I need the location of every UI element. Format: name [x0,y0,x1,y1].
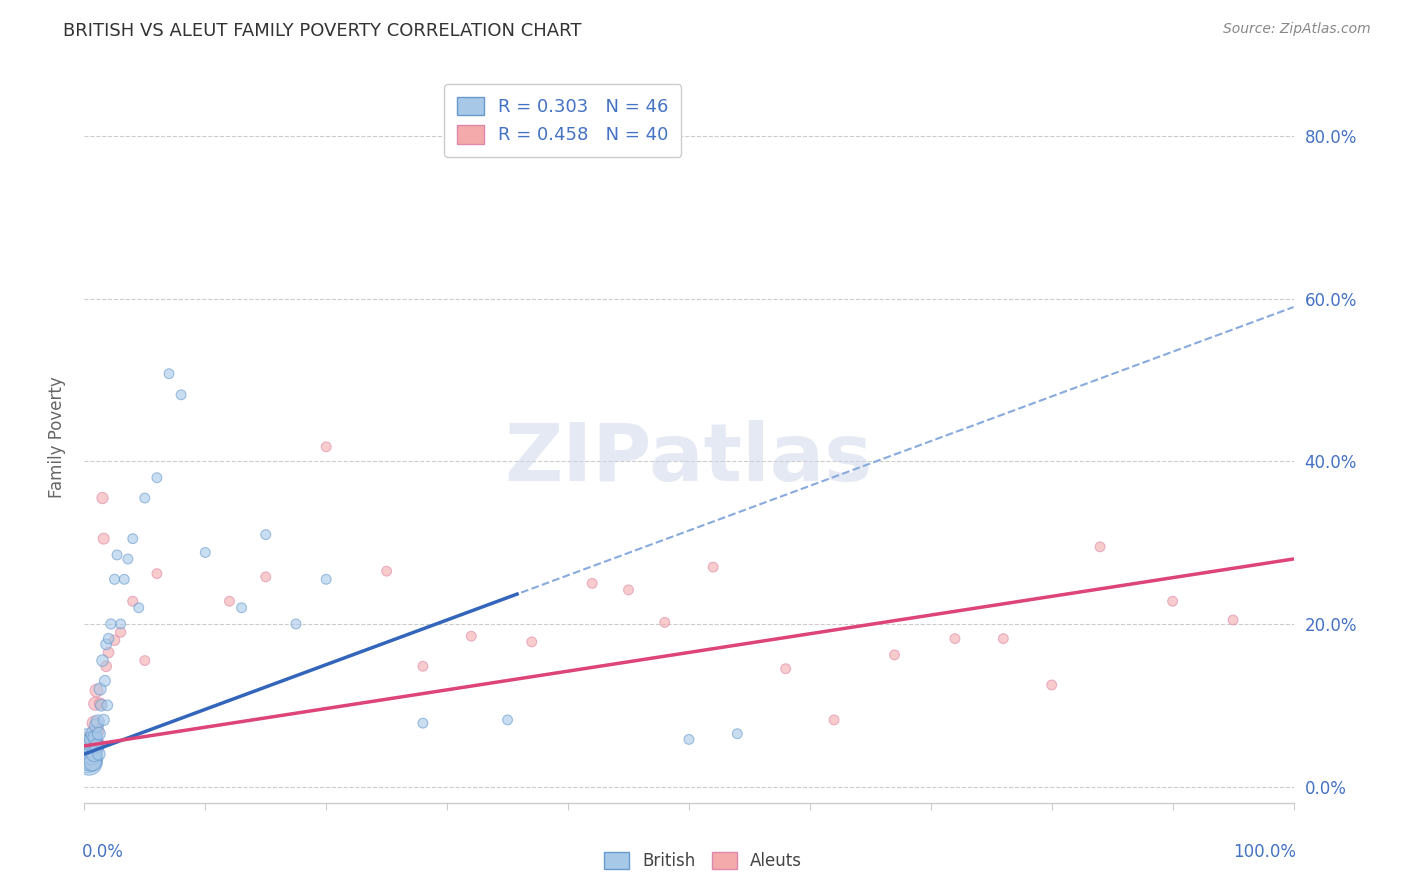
Point [1161,594,1184,608]
Point [993,632,1015,646]
Point [146,566,169,581]
Point [496,713,519,727]
Point [412,659,434,673]
Point [194,545,217,559]
Point [89,697,111,711]
Point [97,645,120,659]
Point [375,564,398,578]
Point [97,632,120,646]
Y-axis label: Family Poverty: Family Poverty [48,376,66,498]
Legend: R = 0.303   N = 46, R = 0.458   N = 40: R = 0.303 N = 46, R = 0.458 N = 40 [444,84,682,157]
Point [83,747,105,761]
Text: BRITISH VS ALEUT FAMILY POVERTY CORRELATION CHART: BRITISH VS ALEUT FAMILY POVERTY CORRELAT… [63,22,582,40]
Point [82,732,104,747]
Legend: British, Aleuts: British, Aleuts [598,845,808,877]
Text: Source: ZipAtlas.com: Source: ZipAtlas.com [1223,22,1371,37]
Text: ZIPatlas: ZIPatlas [505,420,873,498]
Point [80,754,103,768]
Point [110,617,132,632]
Point [94,659,117,673]
Point [77,751,100,765]
Point [315,572,337,586]
Point [76,739,98,753]
Point [96,698,118,713]
Point [520,635,543,649]
Point [86,714,108,729]
Point [84,697,107,711]
Point [79,754,101,768]
Point [128,600,150,615]
Point [117,552,139,566]
Point [134,491,156,505]
Point [86,683,108,698]
Point [83,716,105,731]
Point [883,648,905,662]
Point [91,654,114,668]
Point [943,632,966,646]
Point [121,532,143,546]
Point [581,576,603,591]
Point [89,681,111,696]
Point [231,600,253,615]
Point [121,594,143,608]
Point [702,560,724,574]
Point [77,746,100,760]
Point [82,732,104,747]
Point [146,471,169,485]
Point [1040,678,1063,692]
Point [110,625,132,640]
Point [79,748,101,763]
Point [460,629,482,643]
Point [105,548,128,562]
Point [90,698,112,713]
Point [80,735,103,749]
Point [83,727,105,741]
Point [134,654,156,668]
Point [77,755,100,769]
Point [94,673,117,688]
Point [315,440,337,454]
Point [87,727,110,741]
Point [1088,540,1111,554]
Point [86,739,108,753]
Point [104,633,127,648]
Point [93,532,115,546]
Point [80,748,103,763]
Point [412,716,434,731]
Point [284,617,308,632]
Point [84,731,107,745]
Point [617,582,640,597]
Point [170,388,193,402]
Point [157,367,180,381]
Point [86,724,108,739]
Point [91,491,114,505]
Point [823,713,845,727]
Point [77,735,100,749]
Point [86,718,108,732]
Point [678,732,700,747]
Point [100,617,122,632]
Text: 0.0%: 0.0% [82,843,124,861]
Point [254,570,277,584]
Point [94,637,117,651]
Point [87,737,110,751]
Point [1222,613,1244,627]
Point [254,527,277,541]
Point [87,747,110,761]
Point [93,713,115,727]
Point [79,740,101,755]
Point [82,755,104,769]
Point [725,727,748,741]
Text: 100.0%: 100.0% [1233,843,1296,861]
Point [218,594,240,608]
Point [112,572,135,586]
Point [775,662,797,676]
Point [654,615,676,630]
Point [104,572,127,586]
